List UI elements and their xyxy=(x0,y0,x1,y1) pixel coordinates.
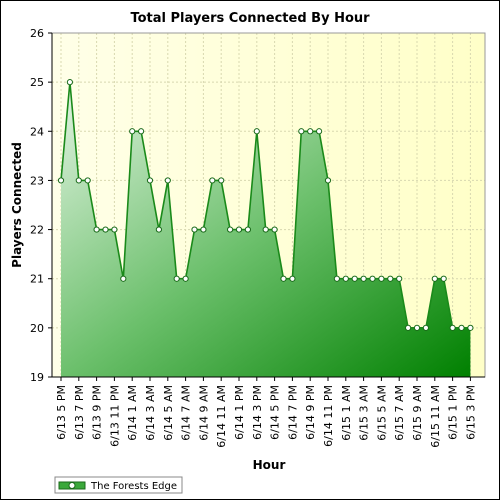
data-point xyxy=(218,177,225,184)
legend-marker-icon xyxy=(68,482,76,489)
data-point xyxy=(182,275,189,282)
data-point xyxy=(458,324,465,331)
x-tick-label: 6/15 1 AM xyxy=(340,385,353,441)
data-point xyxy=(93,226,100,233)
data-point xyxy=(155,226,162,233)
data-point xyxy=(324,177,332,184)
data-point xyxy=(235,226,243,233)
data-point xyxy=(244,226,251,233)
data-point xyxy=(84,177,91,184)
x-tick-label: 6/13 9 PM xyxy=(91,385,104,440)
x-tick-label: 6/14 1 PM xyxy=(233,385,246,440)
x-axis-ticks: 6/13 5 PM 6/13 7 PM 6/13 9 PM 6/13 11 PM 6/1… xyxy=(55,377,477,448)
data-point xyxy=(467,324,474,331)
y-tick-label: 24 xyxy=(30,125,44,138)
data-point xyxy=(146,177,154,184)
data-point xyxy=(369,275,376,282)
y-tick-label: 22 xyxy=(30,224,44,237)
x-tick-label: 6/15 3 AM xyxy=(358,385,371,441)
data-point xyxy=(333,275,340,282)
x-tick-label: 6/13 5 PM xyxy=(55,385,68,440)
data-point xyxy=(316,128,323,135)
axes xyxy=(51,32,486,378)
data-point xyxy=(138,128,145,135)
data-point xyxy=(191,226,198,233)
x-tick-label: 6/15 7 AM xyxy=(393,385,406,441)
data-point xyxy=(396,275,403,282)
data-point xyxy=(431,275,438,282)
data-point xyxy=(289,275,296,282)
x-tick-label: 6/13 7 PM xyxy=(73,385,86,440)
y-axis-title: Players Connected xyxy=(10,142,24,268)
x-tick-label: 6/14 3 PM xyxy=(251,385,264,440)
x-tick-label: 6/15 9 AM xyxy=(411,385,424,441)
x-tick-label: 6/14 1 AM xyxy=(126,385,139,441)
data-point xyxy=(66,79,74,86)
data-point xyxy=(57,177,65,184)
y-tick-label: 26 xyxy=(30,27,44,40)
data-point xyxy=(440,275,447,282)
data-point xyxy=(173,275,180,282)
legend-box xyxy=(54,476,183,494)
data-point xyxy=(351,275,358,282)
data-point xyxy=(227,226,234,233)
data-point xyxy=(378,275,385,282)
chart-title: Total Players Connected By Hour xyxy=(130,11,370,26)
data-point xyxy=(422,324,429,331)
x-tick-label: 6/13 11 PM xyxy=(108,385,121,447)
x-tick-label: 6/15 3 PM xyxy=(464,385,477,440)
x-tick-label: 6/14 7 AM xyxy=(180,385,193,441)
y-tick-label: 21 xyxy=(30,273,44,286)
x-tick-label: 6/14 11 AM xyxy=(215,385,228,448)
x-tick-label: 6/14 7 PM xyxy=(286,385,299,440)
y-tick-label: 20 xyxy=(30,322,44,335)
x-tick-label: 6/14 5 AM xyxy=(162,385,175,441)
data-point xyxy=(307,128,314,135)
data-point xyxy=(75,177,82,184)
data-point xyxy=(111,226,118,233)
data-point xyxy=(164,177,171,184)
legend: The Forests Edge xyxy=(54,476,183,494)
data-point xyxy=(209,177,216,184)
x-tick-label: 6/15 1 PM xyxy=(447,385,460,440)
data-point xyxy=(360,275,367,282)
data-point xyxy=(387,275,394,282)
y-tick-label: 23 xyxy=(30,174,44,187)
data-point xyxy=(102,226,109,233)
data-point xyxy=(200,226,207,233)
data-point xyxy=(298,128,305,135)
data-point xyxy=(129,128,136,135)
x-tick-label: 6/15 5 AM xyxy=(375,385,388,441)
data-point xyxy=(449,324,456,331)
x-tick-label: 6/14 3 AM xyxy=(144,385,157,441)
y-tick-label: 19 xyxy=(30,371,44,384)
data-point xyxy=(271,226,278,233)
x-tick-label: 6/14 9 PM xyxy=(304,385,317,440)
data-point xyxy=(262,226,269,233)
x-tick-label: 6/15 11 AM xyxy=(429,385,442,448)
x-tick-label: 6/14 11 PM xyxy=(322,385,335,447)
x-tick-label: 6/14 9 AM xyxy=(197,385,210,441)
data-point xyxy=(405,324,412,331)
data-point xyxy=(280,275,287,282)
series-area xyxy=(57,79,474,378)
y-tick-label: 25 xyxy=(30,76,44,89)
data-point xyxy=(253,128,260,135)
data-point xyxy=(120,275,127,282)
legend-label: The Forests Edge xyxy=(90,481,177,492)
x-tick-label: 6/14 5 PM xyxy=(269,385,282,440)
x-axis-title: Hour xyxy=(253,458,286,472)
y-axis-ticks: 19 20 21 22 23 24 25 26 xyxy=(30,27,52,384)
data-point xyxy=(342,275,349,282)
data-point xyxy=(413,324,421,331)
